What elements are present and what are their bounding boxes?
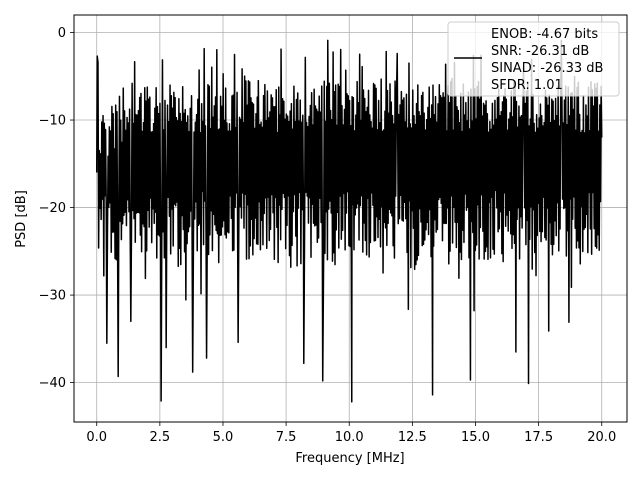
x-tick-label: 7.5 [276, 430, 297, 445]
legend-text-snr: SNR: -26.31 dB [491, 44, 589, 59]
y-tick-label: −40 [39, 376, 66, 391]
legend-box [447, 21, 620, 97]
x-tick-label: 2.5 [150, 430, 171, 445]
x-axis: 0.0 2.5 5.0 7.5 10.0 12.5 15.0 17.5 20.0 [86, 422, 616, 445]
x-tick-label: 12.5 [398, 430, 427, 445]
x-tick-label: 10.0 [335, 430, 364, 445]
y-tick-label: −30 [39, 289, 66, 304]
x-tick-label: 5.0 [213, 430, 234, 445]
x-tick-label: 0.0 [86, 430, 107, 445]
x-tick-label: 17.5 [524, 430, 553, 445]
x-axis-label: Frequency [MHz] [295, 451, 404, 466]
y-axis: 0 −10 −20 −30 −40 [39, 26, 74, 391]
legend-text-sfdr: SFDR: 1.01 [491, 78, 563, 93]
legend: ENOB: -4.67 bits SNR: -26.31 dB SINAD: -… [447, 21, 620, 97]
legend-text-sinad: SINAD: -26.33 dB [491, 61, 603, 76]
plot-area [95, 39, 603, 403]
y-tick-label: −10 [39, 114, 66, 129]
legend-text-enob: ENOB: -4.67 bits [491, 27, 598, 42]
plot-frame [73, 14, 628, 423]
y-axis-label: PSD [dB] [14, 190, 29, 248]
y-tick-label: −20 [39, 201, 66, 216]
x-tick-label: 15.0 [461, 430, 490, 445]
x-tick-label: 20.0 [587, 430, 616, 445]
psd-series-line [95, 39, 603, 403]
y-tick-label: 0 [58, 26, 66, 41]
